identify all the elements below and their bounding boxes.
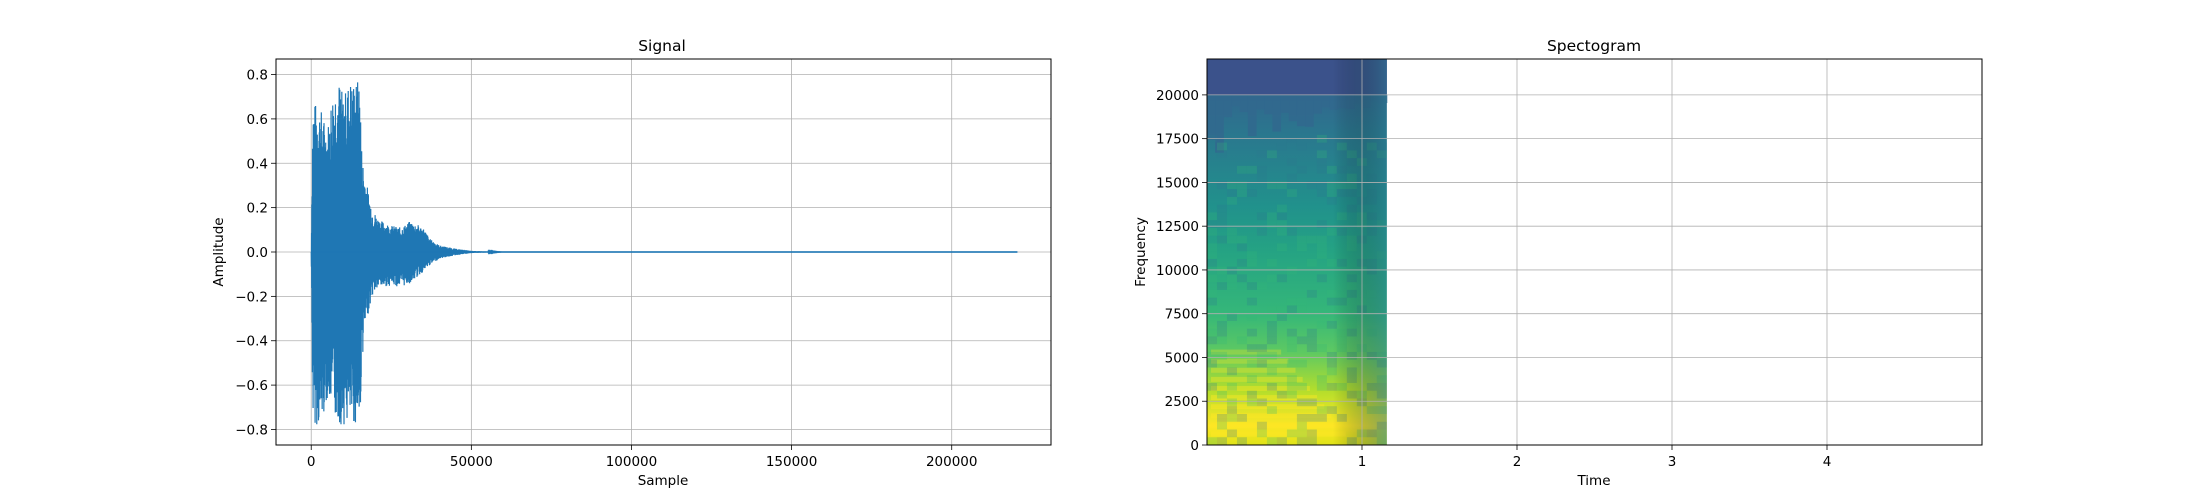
spectrogram-image xyxy=(1207,59,1388,445)
signal-y-tick-label: 0.4 xyxy=(247,156,268,172)
spectrogram-y-tick-label: 15000 xyxy=(1156,175,1199,191)
spectrogram-y-tick-label: 17500 xyxy=(1156,132,1199,148)
signal-x-tick-label: 200000 xyxy=(926,454,978,470)
spectrogram-y-tick-label: 20000 xyxy=(1156,88,1199,104)
signal-y-tick-label: 0.6 xyxy=(247,112,268,128)
spectrogram-x-ticks: 1 2 3 4 xyxy=(1358,445,1832,470)
signal-y-tick-label: −0.4 xyxy=(235,334,268,350)
spectrogram-y-tick-label: 2500 xyxy=(1165,394,1199,410)
signal-series-line xyxy=(310,82,1018,425)
signal-x-axis-label: Sample xyxy=(638,473,689,489)
signal-x-tick-label: 0 xyxy=(307,454,316,470)
signal-x-tick-label: 100000 xyxy=(606,454,658,470)
spectrogram-y-tick-label: 5000 xyxy=(1165,350,1199,366)
spectrogram-title: Spectogram xyxy=(1547,37,1641,55)
signal-y-axis-label: Amplitude xyxy=(211,217,227,286)
signal-y-tick-label: −0.8 xyxy=(235,422,268,438)
signal-y-tick-label: 0.0 xyxy=(247,245,268,261)
spectrogram-x-tick-label: 4 xyxy=(1823,454,1832,470)
spectrogram-y-axis-label: Frequency xyxy=(1133,217,1149,287)
spectrogram-x-axis-label: Time xyxy=(1576,473,1610,489)
spectrogram-y-tick-label: 12500 xyxy=(1156,219,1199,235)
spectrogram-y-tick-label: 7500 xyxy=(1165,307,1199,323)
spectrogram-x-tick-label: 1 xyxy=(1358,454,1367,470)
signal-waveform xyxy=(310,82,1018,425)
signal-y-ticks: −0.8 −0.6 −0.4 −0.2 0.0 0.2 0.4 0.6 0.8 xyxy=(235,68,276,438)
spectrogram-y-tick-label: 0 xyxy=(1190,438,1199,454)
signal-y-tick-label: 0.2 xyxy=(247,201,268,217)
signal-chart: Signal 0 50000 100000 150000 200000 −0.8 −0.6… xyxy=(211,37,1052,489)
signal-x-tick-label: 50000 xyxy=(450,454,493,470)
signal-y-tick-label: 0.8 xyxy=(247,68,268,84)
signal-y-tick-label: −0.6 xyxy=(235,378,268,394)
spectrogram-chart: Spectogram 1 2 3 4 xyxy=(1133,37,1983,489)
signal-x-ticks: 0 50000 100000 150000 200000 xyxy=(307,445,978,470)
spectrogram-edge-fade xyxy=(1207,59,1387,445)
spectrogram-y-tick-label: 10000 xyxy=(1156,263,1199,279)
spectrogram-x-tick-label: 2 xyxy=(1513,454,1522,470)
signal-title: Signal xyxy=(638,37,686,55)
signal-y-tick-label: −0.2 xyxy=(235,289,268,305)
spectrogram-axes-frame xyxy=(1206,58,1983,446)
spectrogram-y-ticks: 0 2500 5000 7500 10000 12500 15000 17500 20000 xyxy=(1156,88,1207,454)
signal-x-tick-label: 150000 xyxy=(766,454,818,470)
spectrogram-grid xyxy=(1207,59,1982,446)
spectrogram-x-tick-label: 3 xyxy=(1668,454,1677,470)
